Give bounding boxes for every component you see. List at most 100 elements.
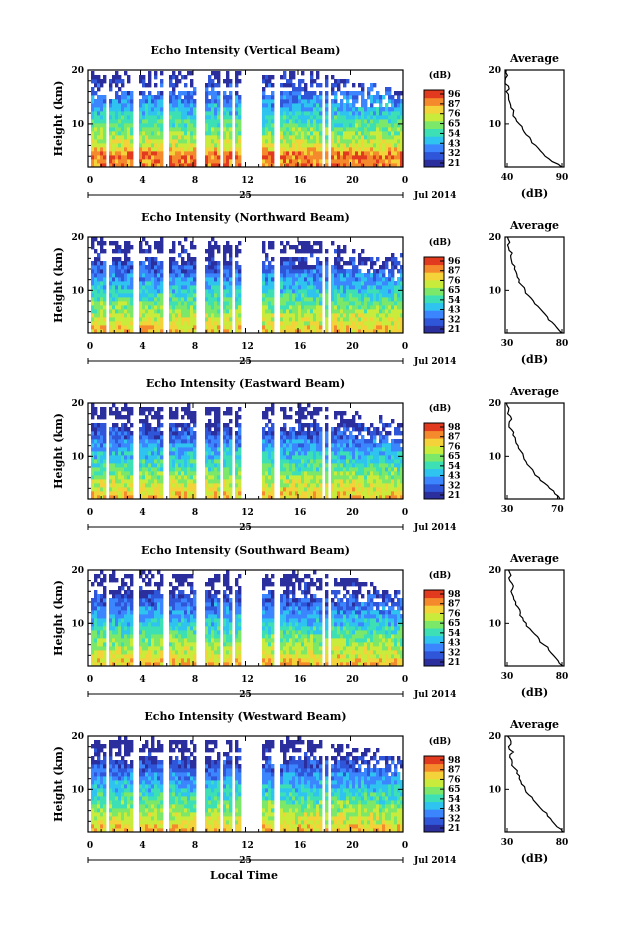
- heatmap-cell: [319, 135, 323, 140]
- heatmap-cell: [352, 103, 356, 108]
- heatmap-cell: [115, 309, 119, 314]
- heatmap-cell: [352, 127, 356, 132]
- heatmap-cell: [310, 495, 314, 500]
- heatmap-cell: [298, 249, 302, 254]
- heatmap-cell: [235, 249, 239, 254]
- heatmap-cell: [223, 119, 227, 124]
- heatmap-cell: [169, 159, 173, 164]
- heatmap-cell: [394, 127, 398, 132]
- heatmap-cell: [283, 281, 287, 286]
- heatmap-cell: [298, 403, 302, 408]
- heatmap-cell: [334, 313, 338, 318]
- heatmap-cell: [301, 431, 305, 436]
- heatmap-cell: [343, 107, 347, 112]
- heatmap-cell: [205, 309, 209, 314]
- heatmap-cell: [286, 115, 290, 120]
- heatmap-cell: [292, 91, 296, 96]
- heatmap-cell: [319, 435, 323, 440]
- heatmap-cell: [265, 411, 269, 416]
- heatmap-cell: [178, 321, 182, 326]
- heatmap-cell: [358, 147, 362, 152]
- heatmap-cell: [145, 127, 149, 132]
- heatmap-cell: [109, 491, 113, 496]
- heatmap-cell: [283, 265, 287, 270]
- heatmap-cell: [304, 155, 308, 160]
- heatmap-cell: [262, 293, 266, 298]
- heatmap-cell: [346, 459, 350, 464]
- heatmap-cell: [226, 155, 230, 160]
- heatmap-cell: [346, 447, 350, 452]
- heatmap-cell: [304, 159, 308, 164]
- heatmap-cell: [190, 95, 194, 100]
- heatmap-cell: [94, 289, 98, 294]
- heatmap-cell: [394, 135, 398, 140]
- heatmap-cell: [382, 281, 386, 286]
- heatmap-cell: [205, 281, 209, 286]
- heatmap-cell: [268, 297, 272, 302]
- heatmap-cell: [190, 123, 194, 128]
- heatmap-cell: [139, 261, 143, 266]
- heatmap-cell: [187, 321, 191, 326]
- heatmap-cell: [334, 119, 338, 124]
- heatmap-cell: [97, 143, 101, 148]
- heatmap-cell: [313, 313, 317, 318]
- heatmap-cell: [103, 455, 107, 460]
- heatmap-cell: [280, 439, 284, 444]
- heatmap-cell: [358, 313, 362, 318]
- heatmap-cell: [118, 475, 122, 480]
- heatmap-cell: [298, 491, 302, 496]
- heatmap-cell: [391, 155, 395, 160]
- heatmap-cell: [187, 411, 191, 416]
- heatmap-cell: [310, 135, 314, 140]
- heatmap-cell: [238, 135, 242, 140]
- heatmap-cell: [280, 317, 284, 322]
- heatmap-cell: [208, 107, 212, 112]
- heatmap-cell: [124, 273, 128, 278]
- heatmap-cell: [109, 241, 113, 246]
- heatmap-cell: [334, 103, 338, 108]
- heatmap-cell: [361, 491, 365, 496]
- heatmap-cell: [142, 447, 146, 452]
- colorbar-segment: [424, 264, 444, 273]
- heatmap-cell: [271, 459, 275, 464]
- heatmap-cell: [211, 245, 215, 250]
- heatmap-cell: [184, 463, 188, 468]
- heatmap-cell: [118, 119, 122, 124]
- heatmap-cell: [307, 95, 311, 100]
- heatmap-cell: [334, 325, 338, 330]
- heatmap-cell: [334, 491, 338, 496]
- heatmap-cell: [367, 281, 371, 286]
- heatmap-cell: [268, 151, 272, 156]
- heatmap-cell: [337, 293, 341, 298]
- heatmap-cell: [280, 471, 284, 476]
- heatmap-cell: [337, 447, 341, 452]
- heatmap-cell: [262, 75, 266, 80]
- heatmap-cell: [178, 459, 182, 464]
- heatmap-cell: [121, 495, 125, 500]
- heatmap-cell: [310, 163, 314, 168]
- heatmap-cell: [340, 463, 344, 468]
- heatmap-cell: [325, 277, 329, 282]
- heatmap-cell: [331, 447, 335, 452]
- heatmap-cell: [385, 261, 389, 266]
- heatmap-cell: [379, 119, 383, 124]
- heatmap-cell: [280, 265, 284, 270]
- heatmap-cell: [148, 293, 152, 298]
- heatmap-cell: [331, 277, 335, 282]
- heatmap-cell: [190, 135, 194, 140]
- heatmap-cell: [181, 115, 185, 120]
- heatmap-cell: [172, 423, 176, 428]
- heatmap-cell: [91, 261, 95, 266]
- heatmap-cell: [193, 459, 197, 464]
- heatmap-cell: [292, 459, 296, 464]
- heatmap-cell: [337, 245, 341, 250]
- heatmap-cell: [334, 155, 338, 160]
- heatmap-cell: [130, 261, 134, 266]
- heatmap-cell: [298, 459, 302, 464]
- heatmap-cell: [346, 329, 350, 334]
- heatmap-cell: [127, 289, 131, 294]
- heatmap-cell: [268, 135, 272, 140]
- heatmap-cell: [154, 439, 158, 444]
- heatmap-cell: [127, 127, 131, 132]
- heatmap-cell: [292, 281, 296, 286]
